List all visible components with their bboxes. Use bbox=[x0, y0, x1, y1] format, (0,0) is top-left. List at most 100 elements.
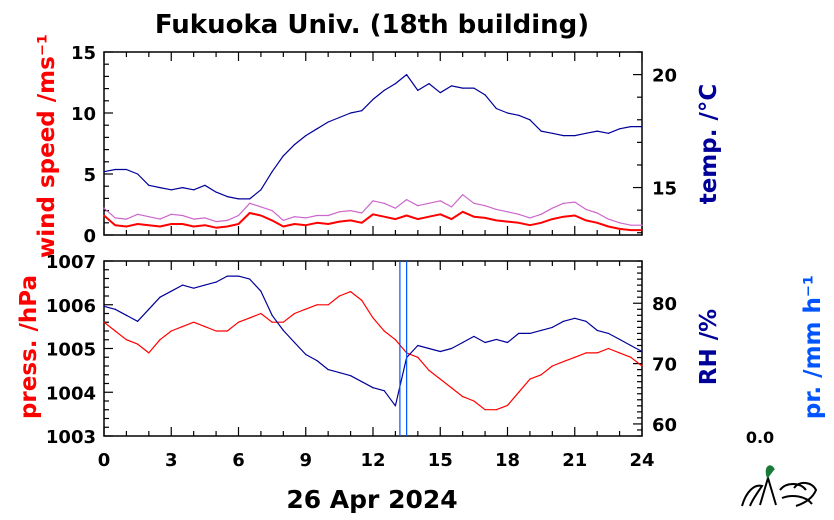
humidity-line-point bbox=[562, 320, 565, 322]
humidity-line-point bbox=[170, 290, 172, 292]
wind-speed-line-point bbox=[562, 216, 565, 218]
wind-speed-line-point bbox=[551, 218, 553, 220]
humidity-line bbox=[103, 275, 643, 407]
pressure-line-point bbox=[249, 317, 251, 319]
wind-gust-line-point bbox=[327, 214, 329, 217]
humidity-line-point bbox=[125, 314, 128, 316]
y2-tick-label: 20 bbox=[652, 66, 677, 87]
temperature-line-point bbox=[338, 116, 340, 119]
temperature-line-point bbox=[361, 110, 363, 112]
y-tick-label: 1006 bbox=[46, 296, 96, 317]
pressure-line-point bbox=[361, 299, 363, 301]
humidity-line-point bbox=[148, 308, 150, 310]
temperature-line-point bbox=[585, 132, 587, 134]
wind-gust-line-point bbox=[170, 213, 172, 215]
pressure-line-point bbox=[618, 352, 621, 354]
pressure-line-point bbox=[349, 291, 352, 293]
wind-speed-line-point bbox=[215, 227, 217, 229]
wind-speed-line-point bbox=[148, 224, 150, 226]
wind-gust-line-point bbox=[271, 210, 273, 212]
humidity-line-point bbox=[204, 284, 206, 286]
temperature-line-point bbox=[103, 171, 105, 173]
x-tick-label: 6 bbox=[232, 450, 245, 471]
wind-speed-line-point bbox=[193, 225, 195, 228]
wind-gust-line-point bbox=[103, 207, 105, 209]
humidity-line-point bbox=[114, 308, 116, 310]
temperature-line-point bbox=[125, 168, 128, 171]
humidity-line-point bbox=[529, 332, 531, 335]
temperature-line-point bbox=[506, 112, 509, 114]
temperature-line-point bbox=[473, 87, 475, 89]
pressure-line-point bbox=[125, 339, 128, 341]
y-tick-label: 1007 bbox=[46, 252, 96, 273]
wind-gust-line-point bbox=[428, 202, 430, 204]
wind-gust-line-point bbox=[204, 217, 206, 219]
wind-gust-line-point bbox=[305, 217, 307, 219]
x-tick-label: 21 bbox=[562, 450, 587, 471]
temperature-line-point bbox=[159, 186, 161, 189]
x-tick-label: 3 bbox=[165, 450, 178, 471]
institution-logo bbox=[741, 465, 818, 507]
wind-speed-line-point bbox=[484, 217, 486, 219]
x-tick-label: 15 bbox=[428, 450, 453, 471]
temperature-line-point bbox=[596, 130, 598, 132]
wind-speed-line-point bbox=[462, 211, 464, 213]
pressure-line-point bbox=[170, 330, 172, 332]
wind-gust-line-point bbox=[137, 213, 139, 215]
temperature-line-point bbox=[607, 132, 609, 134]
temperature-line-point bbox=[394, 83, 397, 85]
humidity-line-point bbox=[540, 329, 542, 331]
y-tick-label: 5 bbox=[83, 165, 96, 186]
wind-gust-line-point bbox=[540, 213, 542, 215]
humidity-line-point bbox=[305, 353, 307, 356]
x-tick-label: 24 bbox=[629, 450, 654, 471]
wind-speed-line-point bbox=[204, 224, 206, 226]
wind-gust-line-point bbox=[394, 207, 397, 209]
precip-total: 0.0 bbox=[746, 428, 774, 447]
pressure-line-point bbox=[473, 400, 475, 402]
precip-axis-label: pr. /mm h⁻¹ bbox=[800, 275, 826, 419]
temperature-line-point bbox=[484, 94, 486, 96]
pressure-line-point bbox=[237, 321, 240, 323]
temperature-line-point bbox=[260, 189, 262, 191]
wind-gust-line-point bbox=[406, 199, 408, 201]
temperature-line-point bbox=[226, 195, 228, 198]
wind-gust-line-point bbox=[518, 213, 520, 215]
temperature-line-point bbox=[349, 112, 352, 114]
humidity-line-point bbox=[159, 296, 161, 298]
wind-gust-line-point bbox=[316, 214, 318, 217]
temperature-line-point bbox=[641, 125, 643, 128]
x-tick-label: 18 bbox=[495, 450, 520, 471]
y-tick-label: 1003 bbox=[46, 427, 96, 448]
temperature-line-point bbox=[383, 89, 385, 92]
temperature-line-point bbox=[417, 89, 419, 92]
temperature-line-point bbox=[372, 98, 374, 101]
temperature-line-point bbox=[204, 184, 206, 186]
wind-speed-line-point bbox=[349, 219, 352, 221]
humidity-line-point bbox=[237, 275, 240, 277]
wind-gust-line-point bbox=[484, 205, 486, 207]
pressure-line-point bbox=[394, 339, 397, 341]
temperature-line-point bbox=[137, 173, 139, 175]
pressure-line-point bbox=[428, 369, 430, 371]
wind-speed-line-point bbox=[226, 225, 228, 228]
humidity-line-point bbox=[473, 335, 475, 338]
humidity-line-point bbox=[596, 329, 598, 331]
pressure-line-point bbox=[462, 396, 464, 398]
pressure-line-point bbox=[383, 330, 385, 332]
wind-gust-line-point bbox=[551, 207, 553, 209]
y-tick-label: 10 bbox=[71, 104, 96, 125]
temperature-line-point bbox=[439, 92, 441, 94]
wind-gust-line-point bbox=[641, 224, 643, 226]
pressure-line-point bbox=[159, 339, 161, 341]
temperature-line-point bbox=[518, 114, 520, 116]
pressure-line-point bbox=[181, 326, 184, 328]
temperature-line-point bbox=[618, 128, 621, 130]
wind-speed-line-point bbox=[518, 222, 520, 224]
temperature-line-point bbox=[562, 134, 565, 137]
wind-speed-line-point bbox=[585, 219, 587, 221]
temperature-line-point bbox=[540, 130, 542, 132]
pressure-line-point bbox=[148, 352, 150, 354]
humidity-line-point bbox=[226, 275, 228, 277]
temperature-line-point bbox=[428, 83, 430, 85]
